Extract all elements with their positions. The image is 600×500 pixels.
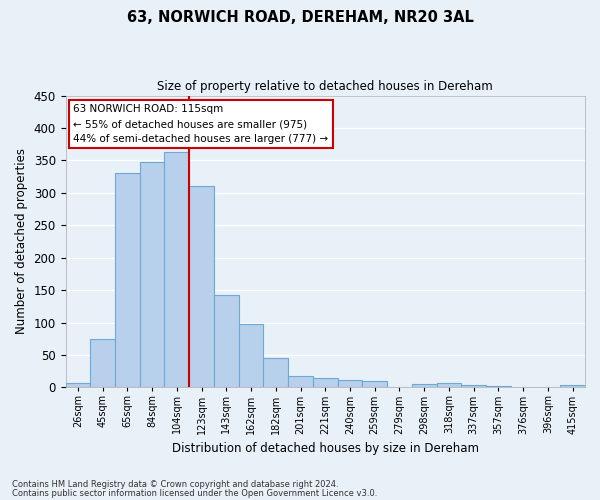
Bar — [437, 384, 461, 388]
Bar — [214, 294, 239, 388]
Bar — [164, 152, 189, 388]
Title: Size of property relative to detached houses in Dereham: Size of property relative to detached ho… — [157, 80, 493, 93]
Bar — [313, 378, 338, 388]
Bar — [90, 338, 115, 388]
Bar — [560, 386, 585, 388]
Text: 63, NORWICH ROAD, DEREHAM, NR20 3AL: 63, NORWICH ROAD, DEREHAM, NR20 3AL — [127, 10, 473, 25]
X-axis label: Distribution of detached houses by size in Dereham: Distribution of detached houses by size … — [172, 442, 479, 455]
Bar — [338, 380, 362, 388]
Text: Contains HM Land Registry data © Crown copyright and database right 2024.: Contains HM Land Registry data © Crown c… — [12, 480, 338, 489]
Text: Contains public sector information licensed under the Open Government Licence v3: Contains public sector information licen… — [12, 488, 377, 498]
Bar — [65, 383, 90, 388]
Bar — [486, 386, 511, 388]
Bar — [511, 386, 536, 388]
Bar — [461, 386, 486, 388]
Bar — [115, 174, 140, 388]
Bar — [412, 384, 437, 388]
Bar — [140, 162, 164, 388]
Y-axis label: Number of detached properties: Number of detached properties — [15, 148, 28, 334]
Bar — [362, 381, 387, 388]
Bar — [189, 186, 214, 388]
Bar — [263, 358, 288, 388]
Text: 63 NORWICH ROAD: 115sqm
← 55% of detached houses are smaller (975)
44% of semi-d: 63 NORWICH ROAD: 115sqm ← 55% of detache… — [73, 104, 328, 144]
Bar — [239, 324, 263, 388]
Bar — [288, 376, 313, 388]
